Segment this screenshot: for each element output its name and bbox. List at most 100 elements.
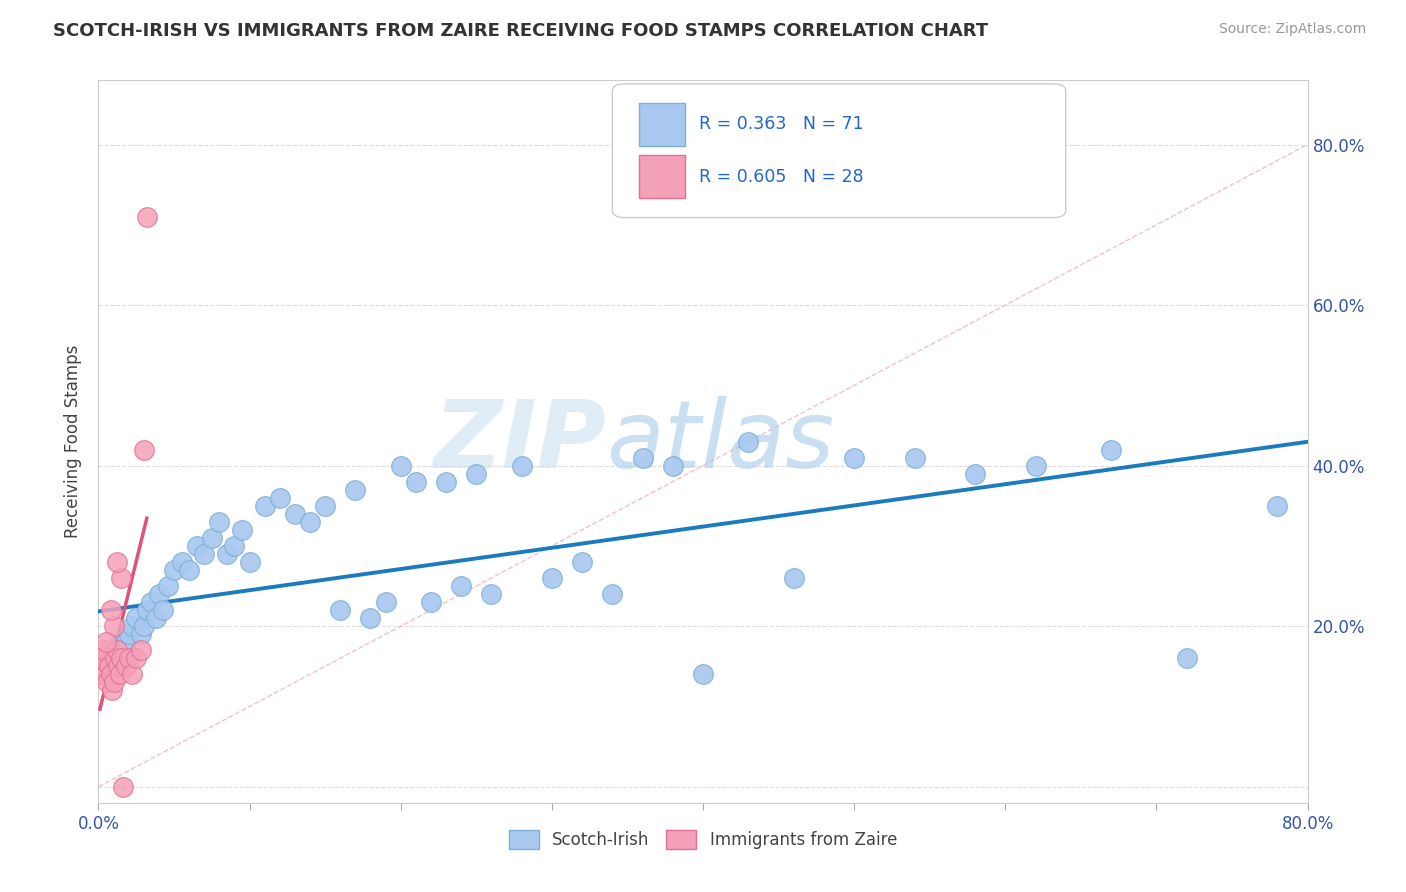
Point xyxy=(105,659,128,673)
Point xyxy=(450,579,472,593)
Text: SCOTCH-IRISH VS IMMIGRANTS FROM ZAIRE RECEIVING FOOD STAMPS CORRELATION CHART: SCOTCH-IRISH VS IMMIGRANTS FROM ZAIRE RE… xyxy=(53,22,988,40)
Point xyxy=(90,659,112,673)
Point xyxy=(91,659,114,673)
Point xyxy=(100,667,122,681)
Point xyxy=(904,450,927,465)
Point xyxy=(111,780,134,794)
Point xyxy=(844,450,866,465)
Point xyxy=(1175,651,1198,665)
Point xyxy=(94,667,117,681)
Point xyxy=(129,643,152,657)
Point xyxy=(152,603,174,617)
Point xyxy=(132,442,155,457)
Point xyxy=(121,667,143,681)
Point xyxy=(193,547,215,561)
Text: R = 0.605   N = 28: R = 0.605 N = 28 xyxy=(699,168,865,186)
Point xyxy=(129,627,152,641)
Point xyxy=(107,643,129,657)
Point xyxy=(91,659,114,673)
Y-axis label: Receiving Food Stamps: Receiving Food Stamps xyxy=(65,345,83,538)
Point xyxy=(103,675,125,690)
Point xyxy=(224,539,246,553)
Point xyxy=(1099,442,1122,457)
Point xyxy=(163,563,186,577)
Text: ZIP: ZIP xyxy=(433,395,606,488)
Point xyxy=(389,458,412,473)
Point xyxy=(540,571,562,585)
Point xyxy=(253,499,276,513)
Point xyxy=(135,603,157,617)
Point xyxy=(602,587,624,601)
Point xyxy=(571,555,593,569)
FancyBboxPatch shape xyxy=(613,84,1066,218)
Point xyxy=(737,434,759,449)
Point xyxy=(239,555,262,569)
Text: R = 0.363   N = 71: R = 0.363 N = 71 xyxy=(699,115,865,133)
Point xyxy=(89,667,111,681)
Point xyxy=(89,667,111,681)
Point xyxy=(96,675,118,690)
Legend: Scotch-Irish, Immigrants from Zaire: Scotch-Irish, Immigrants from Zaire xyxy=(502,823,904,856)
Point xyxy=(344,483,367,497)
Point xyxy=(108,667,131,681)
Point xyxy=(121,619,143,633)
Point xyxy=(420,595,443,609)
Point xyxy=(231,523,253,537)
FancyBboxPatch shape xyxy=(638,155,685,198)
Point xyxy=(510,458,533,473)
Point xyxy=(125,611,148,625)
Point xyxy=(100,603,122,617)
Point xyxy=(94,667,117,681)
Point xyxy=(110,571,132,585)
Point xyxy=(1024,458,1046,473)
Point xyxy=(965,467,987,481)
Point xyxy=(107,659,129,673)
Point xyxy=(132,619,155,633)
Point xyxy=(145,611,167,625)
Point xyxy=(104,643,127,657)
Point xyxy=(360,611,382,625)
Point xyxy=(93,651,115,665)
Point xyxy=(405,475,427,489)
Point xyxy=(110,651,132,665)
Point xyxy=(141,595,163,609)
Point xyxy=(186,539,208,553)
Point xyxy=(269,491,291,505)
Point xyxy=(135,210,157,224)
Point xyxy=(156,579,179,593)
Point xyxy=(179,563,201,577)
Point xyxy=(208,515,231,529)
Point xyxy=(94,635,117,649)
Point xyxy=(96,659,118,673)
Point xyxy=(631,450,654,465)
Point xyxy=(201,531,224,545)
Text: Source: ZipAtlas.com: Source: ZipAtlas.com xyxy=(1219,22,1367,37)
Point xyxy=(114,635,136,649)
Point xyxy=(103,619,125,633)
Point xyxy=(105,555,128,569)
Point xyxy=(284,507,307,521)
Point xyxy=(692,667,714,681)
Point xyxy=(783,571,806,585)
Point xyxy=(101,683,124,698)
Point xyxy=(101,659,124,673)
Point xyxy=(374,595,396,609)
Point xyxy=(215,547,238,561)
Point xyxy=(481,587,503,601)
Point xyxy=(148,587,170,601)
Point xyxy=(118,627,141,641)
Point xyxy=(329,603,352,617)
Point xyxy=(90,651,112,665)
Point xyxy=(93,643,115,657)
Point xyxy=(118,651,141,665)
Point xyxy=(108,651,131,665)
Point xyxy=(299,515,322,529)
Point xyxy=(1267,499,1289,513)
Point xyxy=(465,467,488,481)
Point xyxy=(110,635,132,649)
Point xyxy=(314,499,336,513)
Point xyxy=(103,651,125,665)
Point xyxy=(125,651,148,665)
FancyBboxPatch shape xyxy=(638,103,685,146)
Point xyxy=(434,475,457,489)
